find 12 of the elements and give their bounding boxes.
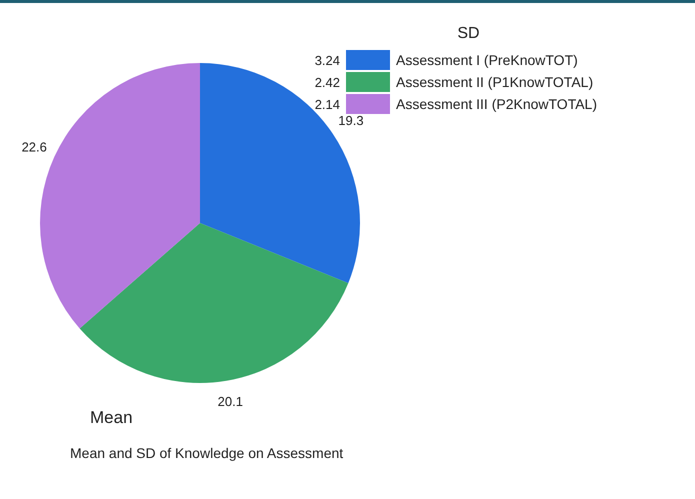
text: Mean and SD of Knowledge on Assessment xyxy=(70,445,344,461)
text: Mean xyxy=(90,408,133,428)
legend-label: Assessment I (PreKnowTOT) xyxy=(396,52,578,68)
legend-title: SD xyxy=(456,25,481,43)
legend-label: Assessment III (P2KnowTOTAL) xyxy=(396,96,597,112)
data-label: 19.3 xyxy=(338,112,364,128)
text: 2.14 xyxy=(314,96,341,112)
text: 2.42 xyxy=(314,74,341,90)
legend-label: Assessment II (P1KnowTOTAL) xyxy=(396,74,594,90)
data-label: 22.6 xyxy=(22,139,47,154)
text: 3.24 xyxy=(314,52,341,68)
data-label: 20.1 xyxy=(218,394,243,410)
